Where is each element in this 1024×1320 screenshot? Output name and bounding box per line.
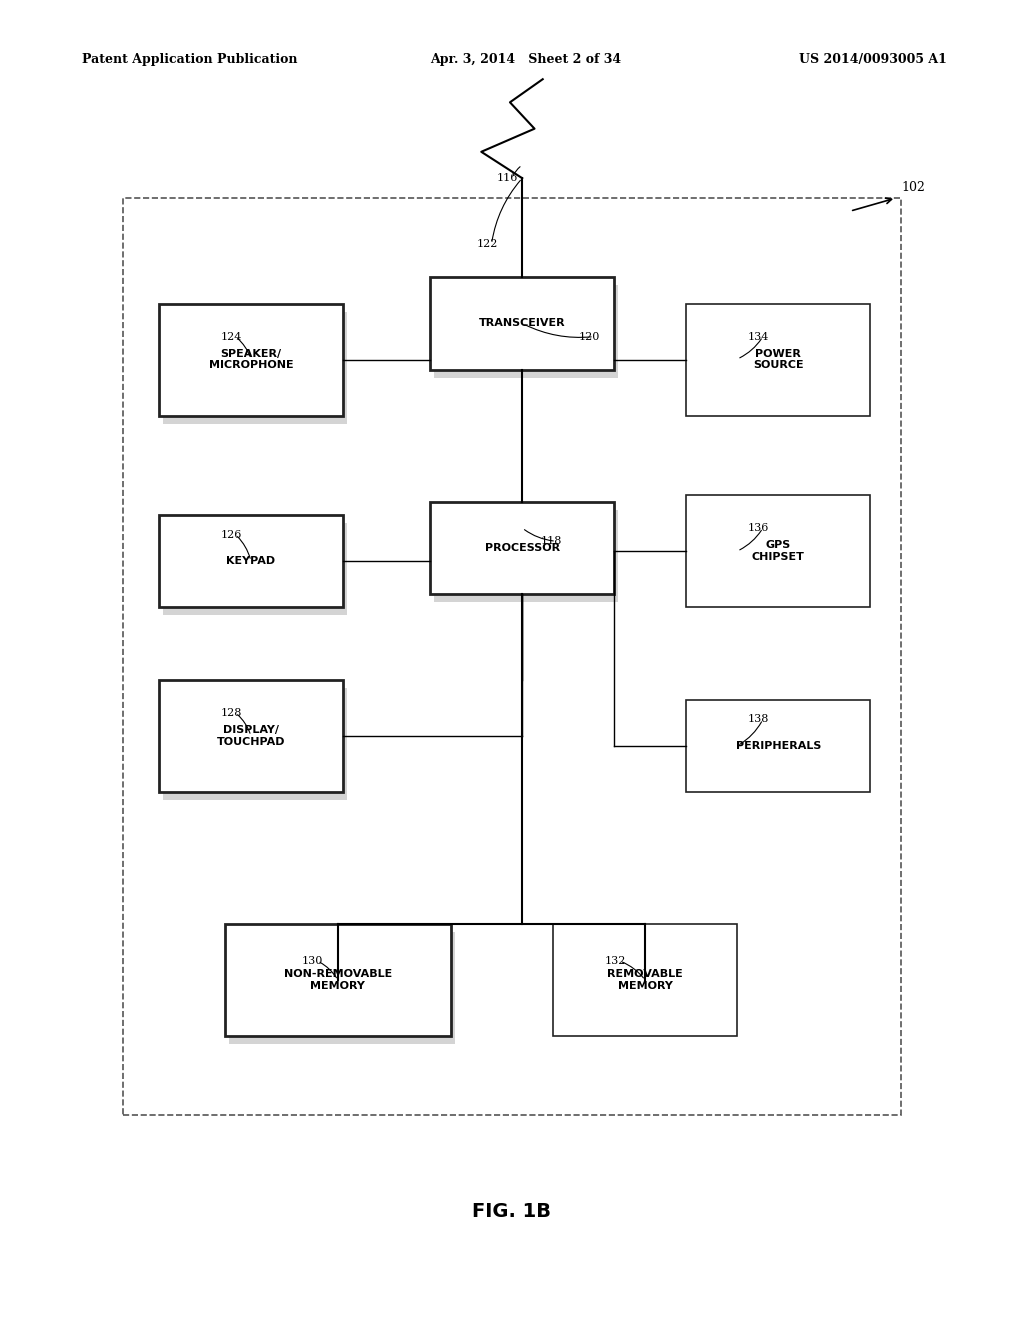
Text: 122: 122	[476, 239, 498, 249]
Text: REMOVABLE
MEMORY: REMOVABLE MEMORY	[607, 969, 683, 991]
Bar	[434, 285, 618, 378]
Text: 124: 124	[220, 331, 242, 342]
Text: 128: 128	[220, 708, 242, 718]
Bar	[430, 502, 614, 594]
Text: GPS
CHIPSET: GPS CHIPSET	[752, 540, 805, 562]
Bar	[686, 495, 870, 607]
Bar	[229, 932, 455, 1044]
Bar	[686, 304, 870, 416]
Text: KEYPAD: KEYPAD	[226, 556, 275, 566]
Bar	[553, 924, 737, 1036]
Bar	[430, 277, 614, 370]
Bar	[159, 680, 343, 792]
Bar	[163, 312, 347, 424]
Text: 138: 138	[748, 714, 769, 725]
Text: SPEAKER/
MICROPHONE: SPEAKER/ MICROPHONE	[209, 348, 293, 371]
Bar	[225, 924, 451, 1036]
Bar	[163, 688, 347, 800]
Text: US 2014/0093005 A1: US 2014/0093005 A1	[799, 53, 946, 66]
Text: 136: 136	[748, 523, 769, 533]
Bar	[159, 304, 343, 416]
Text: 134: 134	[748, 331, 769, 342]
Text: 102: 102	[901, 181, 925, 194]
Text: PROCESSOR: PROCESSOR	[484, 543, 560, 553]
Text: 132: 132	[604, 956, 626, 966]
Text: PERIPHERALS: PERIPHERALS	[735, 741, 821, 751]
Text: FIG. 1B: FIG. 1B	[472, 1203, 552, 1221]
Text: 116: 116	[497, 173, 518, 183]
Bar	[686, 700, 870, 792]
Text: TRANSCEIVER: TRANSCEIVER	[479, 318, 565, 329]
Text: 120: 120	[579, 331, 600, 342]
Text: Apr. 3, 2014   Sheet 2 of 34: Apr. 3, 2014 Sheet 2 of 34	[430, 53, 622, 66]
Text: 126: 126	[220, 529, 242, 540]
Bar	[159, 515, 343, 607]
Bar	[163, 523, 347, 615]
Text: POWER
SOURCE: POWER SOURCE	[753, 348, 804, 371]
Text: 118: 118	[541, 536, 562, 546]
Text: Patent Application Publication: Patent Application Publication	[82, 53, 297, 66]
Text: DISPLAY/
TOUCHPAD: DISPLAY/ TOUCHPAD	[217, 725, 285, 747]
Text: NON-REMOVABLE
MEMORY: NON-REMOVABLE MEMORY	[284, 969, 392, 991]
Bar	[434, 510, 618, 602]
Text: 130: 130	[302, 956, 324, 966]
